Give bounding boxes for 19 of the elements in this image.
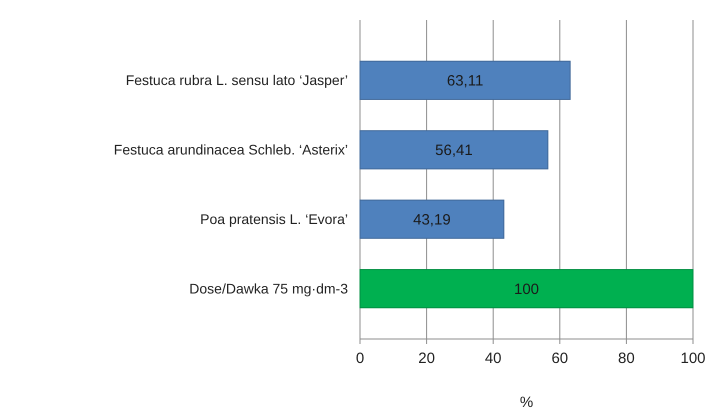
x-tick-label: 60	[551, 350, 568, 367]
data-label: 43,19	[413, 211, 451, 228]
y-tick-label: Festuca arundinacea Schleb. ‘Asterix’	[114, 142, 348, 158]
data-label: 100	[514, 280, 540, 298]
y-tick-label: Poa pratensis L. ‘Evora’	[200, 211, 348, 228]
y-tick-label: Festuca rubra L. sensu lato ‘Jasper’	[126, 72, 348, 88]
x-tick-label: 20	[418, 350, 435, 367]
bar	[360, 269, 694, 308]
x-tick-label: 0	[356, 350, 364, 367]
data-label: 56,41	[435, 142, 473, 160]
bar	[360, 60, 571, 100]
bar	[360, 200, 504, 239]
bar	[360, 130, 548, 170]
x-tick-label: 80	[618, 350, 635, 367]
x-axis-title: %	[520, 394, 534, 411]
x-tick-label: 100	[680, 350, 706, 367]
y-tick-label: Dose/Dawka 75 mg·dm-3	[189, 280, 348, 297]
x-tick-label: 40	[484, 350, 502, 367]
data-label: 63,11	[446, 72, 484, 90]
